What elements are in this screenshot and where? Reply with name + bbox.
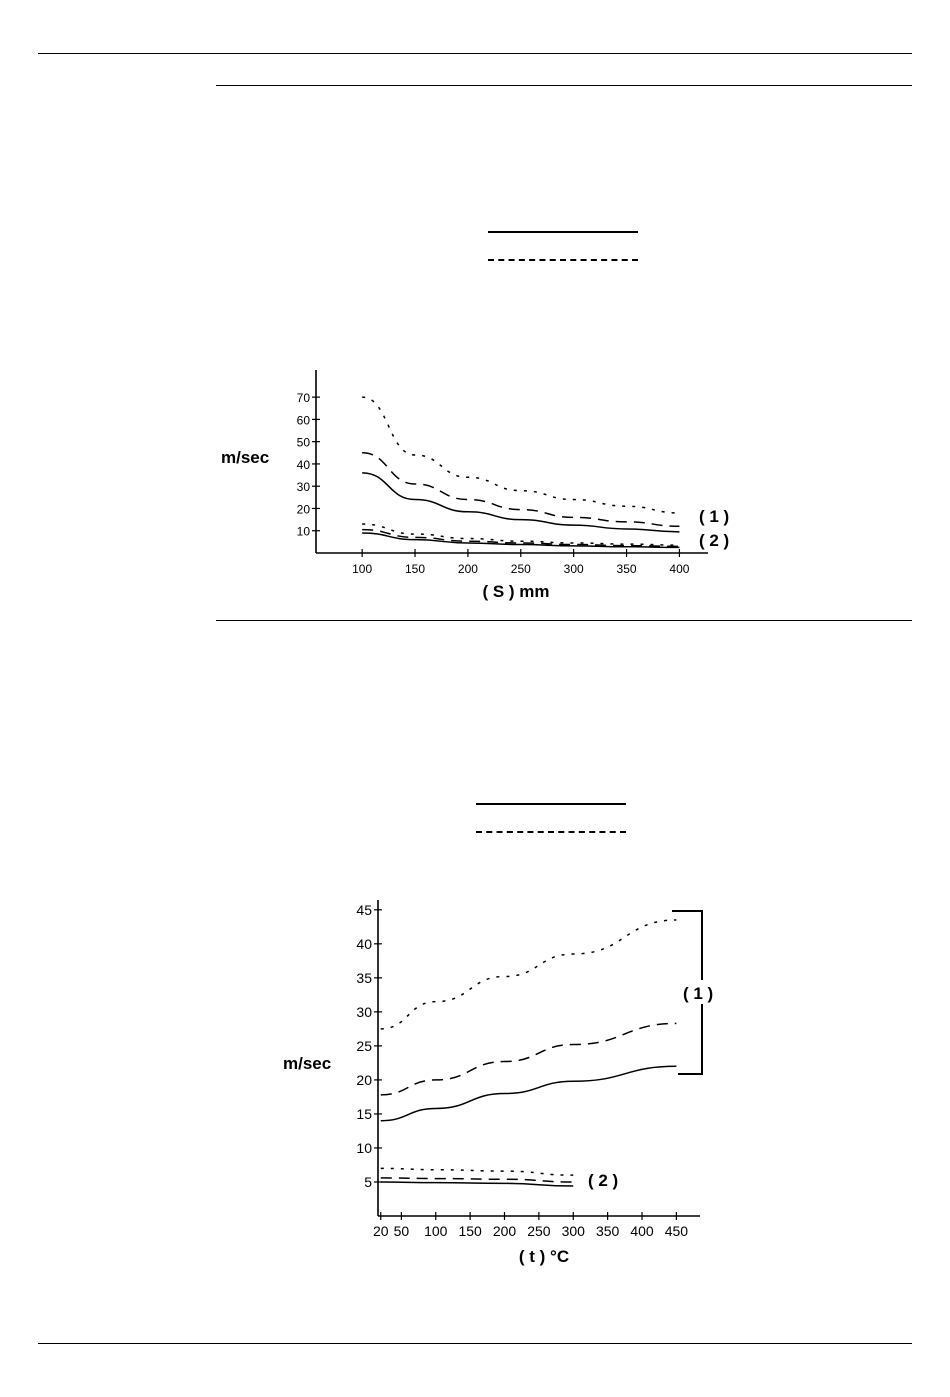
y-tick-label: 40 bbox=[356, 936, 372, 952]
x-tick-label: 350 bbox=[617, 562, 637, 576]
group-label-2: ( 2 ) bbox=[699, 531, 729, 550]
x-tick-label: 450 bbox=[665, 1223, 689, 1239]
chart1-legend-dashed-sample bbox=[488, 259, 638, 261]
y-tick-label: 20 bbox=[297, 502, 311, 516]
page-header-rule bbox=[38, 53, 912, 54]
y-tick-label: 60 bbox=[297, 413, 311, 427]
x-tick-label: 400 bbox=[669, 562, 689, 576]
x-tick-label: 300 bbox=[564, 562, 584, 576]
x-axis-label: ( S ) mm bbox=[482, 582, 549, 601]
y-tick-label: 25 bbox=[356, 1038, 372, 1054]
chart2-legend-dashed-sample bbox=[476, 831, 626, 833]
figure1-top-rule bbox=[216, 85, 912, 86]
x-tick-label: 200 bbox=[493, 1223, 517, 1239]
series-line-dotted-group2 bbox=[362, 523, 680, 546]
x-tick-label: 20 bbox=[373, 1223, 389, 1239]
y-tick-label: 30 bbox=[297, 480, 311, 494]
series-line-solid-group1 bbox=[362, 472, 680, 533]
x-tick-label: 150 bbox=[405, 562, 425, 576]
group-label-1: ( 1 ) bbox=[683, 984, 713, 1003]
series-line-dotted-group2 bbox=[380, 1167, 574, 1176]
series-line-dashed-group1 bbox=[362, 452, 680, 528]
y-tick-label: 20 bbox=[356, 1072, 372, 1088]
group-1-label-bg bbox=[678, 980, 726, 1004]
x-tick-label: 350 bbox=[596, 1223, 620, 1239]
y-tick-label: 30 bbox=[356, 1004, 372, 1020]
group-label-1: ( 1 ) bbox=[699, 507, 729, 526]
x-tick-label: 250 bbox=[511, 562, 531, 576]
chart1-legend-solid-sample bbox=[488, 231, 638, 233]
y-tick-label: 45 bbox=[356, 902, 372, 918]
x-tick-label: 200 bbox=[458, 562, 478, 576]
y-tick-label: 70 bbox=[297, 391, 311, 405]
x-tick-label: 50 bbox=[394, 1223, 410, 1239]
y-tick-label: 35 bbox=[356, 970, 372, 986]
chart2-legend-solid-sample bbox=[476, 803, 626, 805]
y-tick-label: 10 bbox=[356, 1140, 372, 1156]
series-line-solid-group2 bbox=[380, 1181, 574, 1187]
x-tick-label: 300 bbox=[562, 1223, 586, 1239]
series-line-solid-group1 bbox=[380, 1065, 677, 1122]
chart-velocity-vs-distance: 10 20 30 40 50 60 70 100 150 200 250 300 350 400 m/se… bbox=[221, 370, 729, 601]
series-line-solid-group2 bbox=[362, 532, 680, 549]
series-line-dashed-group2 bbox=[380, 1177, 574, 1183]
group-label-2: ( 2 ) bbox=[588, 1171, 618, 1190]
figure-separator-rule bbox=[216, 620, 912, 621]
page-footer-rule bbox=[38, 1343, 912, 1344]
y-tick-label: 5 bbox=[364, 1174, 372, 1190]
x-tick-label: 400 bbox=[630, 1223, 654, 1239]
series-line-dashed-group1 bbox=[380, 1022, 677, 1096]
y-tick-label: 40 bbox=[297, 458, 311, 472]
y-axis-label: m/sec bbox=[283, 1054, 331, 1073]
x-tick-label: 100 bbox=[352, 562, 372, 576]
x-tick-label: 150 bbox=[458, 1223, 482, 1239]
x-axis-label: ( t ) °C bbox=[519, 1247, 569, 1266]
y-tick-label: 50 bbox=[297, 436, 311, 450]
x-tick-label: 100 bbox=[424, 1223, 448, 1239]
series-line-dotted-group1 bbox=[380, 919, 677, 1030]
y-tick-label: 15 bbox=[356, 1106, 372, 1122]
y-axis-label: m/sec bbox=[221, 448, 269, 467]
y-tick-label: 10 bbox=[297, 525, 311, 539]
x-tick-label: 250 bbox=[527, 1223, 551, 1239]
